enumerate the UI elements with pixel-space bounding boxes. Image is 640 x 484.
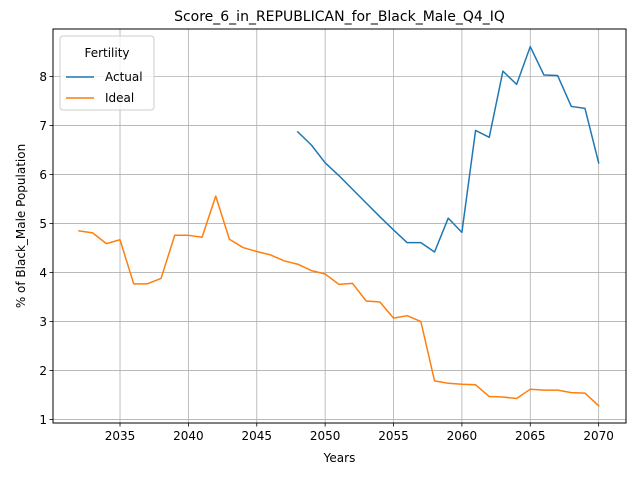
x-tick-label: 2045 [241, 429, 272, 443]
x-tick-label: 2065 [515, 429, 546, 443]
x-tick-label: 2070 [583, 429, 614, 443]
legend-label-ideal: Ideal [105, 91, 134, 105]
x-tick-label: 2050 [310, 429, 341, 443]
chart-title: Score_6_in_REPUBLICAN_for_Black_Male_Q4_… [174, 9, 505, 25]
y-tick-label: 1 [39, 413, 47, 427]
series-line-actual [296, 45, 600, 253]
y-tick-label: 6 [39, 168, 47, 182]
series-lines [78, 45, 600, 407]
x-tick-label: 2060 [447, 429, 478, 443]
legend-label-actual: Actual [105, 70, 143, 84]
y-tick-label: 7 [39, 119, 47, 133]
y-tick-label: 8 [39, 70, 47, 84]
y-tick-label: 5 [39, 217, 47, 231]
y-tick-label: 2 [39, 364, 47, 378]
plot-frame [52, 28, 627, 424]
legend: Fertility Actual Ideal [59, 35, 155, 111]
series-line-ideal [78, 195, 600, 407]
y-tick-label: 4 [39, 266, 47, 280]
axis-ticks: 2035 2040 2045 2050 2055 2060 2065 2070 1 2 3 4 5 6 7 8 [39, 70, 614, 443]
legend-title: Fertility [84, 46, 129, 60]
legend-box [59, 35, 155, 111]
x-axis-label: Years [323, 451, 356, 465]
x-tick-label: 2035 [105, 429, 136, 443]
gridlines [53, 29, 626, 423]
y-tick-label: 3 [39, 315, 47, 329]
x-tick-label: 2055 [378, 429, 409, 443]
x-tick-label: 2040 [173, 429, 204, 443]
y-axis-label: % of Black_Male Population [14, 144, 28, 308]
